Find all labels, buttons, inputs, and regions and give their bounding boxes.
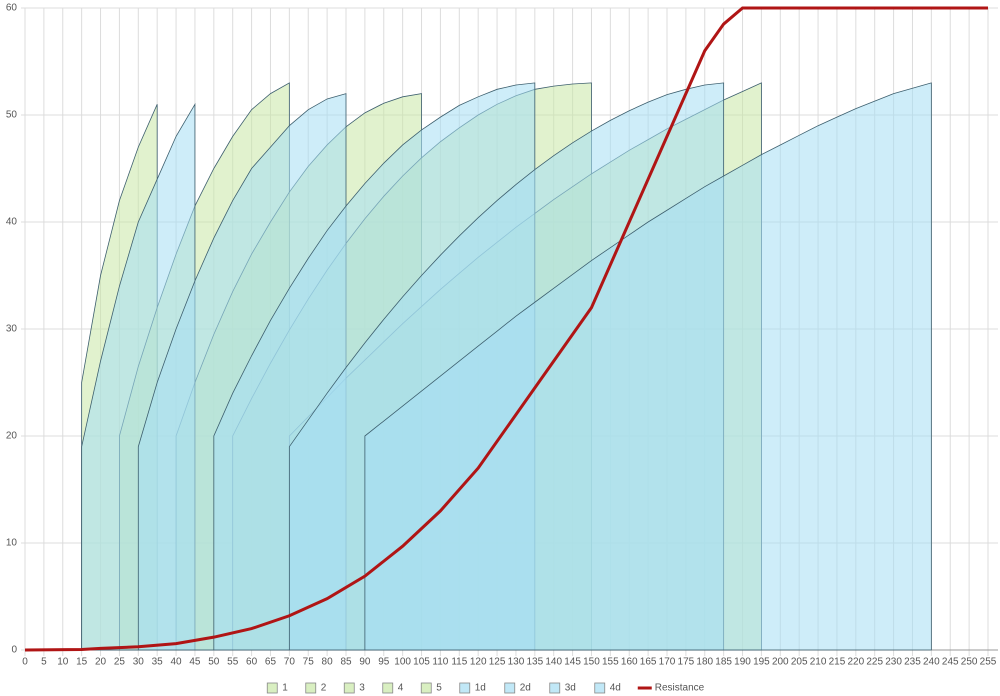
- legend: 1 2 3 4 5 1d 2d 3d 4d Resistance: [266, 682, 705, 694]
- legend-swatch: [504, 682, 516, 694]
- y-tick-label: 10: [6, 538, 18, 549]
- x-tick-label: 150: [583, 657, 600, 668]
- x-tick-label: 75: [303, 657, 315, 668]
- x-tick-label: 170: [659, 657, 676, 668]
- x-tick-label: 255: [980, 657, 997, 668]
- x-tick-label: 140: [545, 657, 562, 668]
- legend-label: 3: [359, 683, 365, 694]
- x-tick-label: 0: [22, 657, 28, 668]
- x-tick-label: 115: [451, 657, 467, 668]
- x-tick-label: 160: [621, 657, 638, 668]
- x-tick-label: 155: [602, 657, 619, 668]
- area: [364, 82, 932, 651]
- y-tick-label: 50: [6, 110, 18, 121]
- x-tick-label: 185: [715, 657, 732, 668]
- x-tick-label: 205: [791, 657, 808, 668]
- legend-label: Resistance: [655, 683, 705, 694]
- legend-label: 2: [321, 683, 327, 694]
- y-tick-label: 20: [6, 431, 18, 442]
- x-tick-label: 230: [885, 657, 902, 668]
- x-tick-label: 200: [772, 657, 789, 668]
- x-tick-label: 55: [227, 657, 239, 668]
- x-tick-label: 220: [847, 657, 864, 668]
- x-tick-label: 20: [95, 657, 107, 668]
- legend-swatch: [382, 682, 394, 694]
- x-tick-label: 120: [470, 657, 487, 668]
- legend-label: 1: [282, 683, 288, 694]
- x-tick-label: 25: [114, 657, 126, 668]
- x-tick-label: 10: [57, 657, 69, 668]
- x-tick-label: 70: [284, 657, 296, 668]
- x-tick-label: 130: [508, 657, 525, 668]
- x-tick-label: 80: [322, 657, 334, 668]
- legend-swatch: [420, 682, 432, 694]
- x-tick-label: 45: [189, 657, 201, 668]
- x-tick-label: 135: [526, 657, 543, 668]
- legend-swatch: [305, 682, 317, 694]
- x-tick-label: 215: [829, 657, 846, 668]
- legend-label: 3d: [565, 683, 576, 694]
- x-tick-label: 15: [76, 657, 88, 668]
- x-tick-label: 95: [378, 657, 390, 668]
- x-tick-label: 180: [696, 657, 713, 668]
- x-tick-label: 245: [942, 657, 959, 668]
- x-tick-label: 35: [152, 657, 164, 668]
- y-tick-label: 40: [6, 217, 18, 228]
- x-tick-label: 250: [961, 657, 978, 668]
- x-tick-label: 65: [265, 657, 277, 668]
- x-tick-label: 225: [866, 657, 883, 668]
- x-tick-label: 165: [640, 657, 657, 668]
- x-tick-label: 195: [753, 657, 770, 668]
- x-tick-label: 125: [489, 657, 506, 668]
- x-tick-label: 240: [923, 657, 940, 668]
- y-tick-label: 0: [11, 645, 17, 656]
- x-tick-label: 60: [246, 657, 258, 668]
- x-tick-label: 190: [734, 657, 751, 668]
- legend-swatch: [549, 682, 561, 694]
- legend-swatch: [594, 682, 606, 694]
- x-tick-label: 105: [413, 657, 430, 668]
- line: [24, 6, 988, 652]
- x-tick-label: 50: [208, 657, 220, 668]
- legend-swatch: [266, 682, 278, 694]
- x-tick-label: 110: [432, 657, 448, 668]
- x-tick-label: 30: [133, 657, 145, 668]
- x-tick-label: 145: [564, 657, 581, 668]
- x-tick-label: 40: [170, 657, 182, 668]
- legend-swatch: [459, 682, 471, 694]
- legend-label: 5: [436, 683, 442, 694]
- x-tick-label: 85: [340, 657, 352, 668]
- y-tick-label: 30: [6, 324, 18, 335]
- x-tick-label: 90: [359, 657, 371, 668]
- x-tick-label: 210: [810, 657, 827, 668]
- legend-label: 4d: [610, 683, 621, 694]
- legend-label: 1d: [475, 683, 486, 694]
- legend-label: 4: [398, 683, 404, 694]
- x-tick-label: 100: [394, 657, 411, 668]
- x-tick-label: 235: [904, 657, 921, 668]
- x-tick-label: 5: [41, 657, 47, 668]
- x-tick-label: 175: [678, 657, 695, 668]
- legend-label: 2d: [520, 683, 531, 694]
- legend-swatch: [343, 682, 355, 694]
- y-tick-label: 60: [6, 3, 18, 14]
